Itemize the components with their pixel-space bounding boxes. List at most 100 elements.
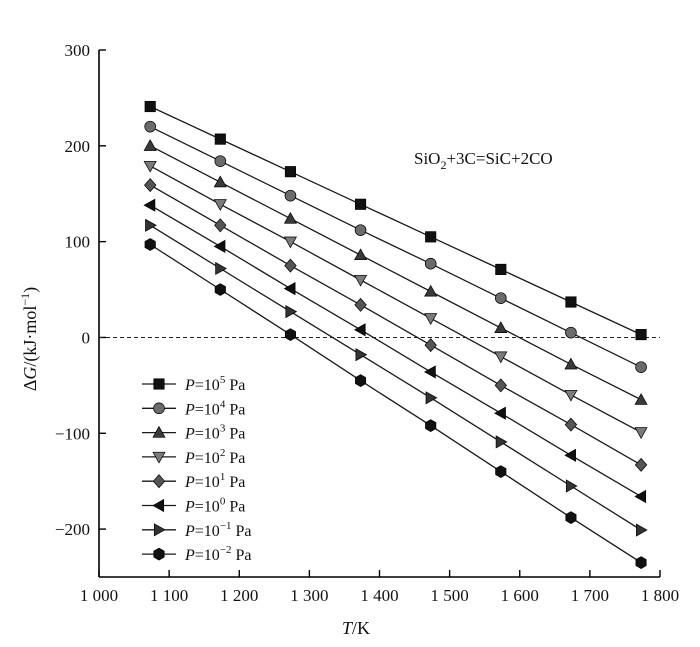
data-point xyxy=(285,304,298,319)
legend-label: P=103 Pa xyxy=(184,423,245,443)
data-point xyxy=(635,361,647,373)
legend: P=105 Pa P=104 Pa P=103 Pa P=102 Pa P=101 Pa… xyxy=(142,374,252,564)
series-layer xyxy=(143,100,648,570)
data-point xyxy=(213,239,226,253)
legend-marker xyxy=(152,425,166,438)
data-point xyxy=(353,323,366,337)
y-tick-label: 100 xyxy=(65,233,91,252)
annotation-part-1: SiO xyxy=(414,149,440,168)
series-4 xyxy=(143,160,648,440)
y-axis-symbol: G xyxy=(20,367,40,380)
data-point xyxy=(284,328,296,342)
data-point xyxy=(143,160,157,173)
data-point xyxy=(424,284,438,297)
data-point xyxy=(425,419,437,433)
data-point xyxy=(565,326,577,339)
data-point xyxy=(283,281,296,296)
legend-marker xyxy=(153,378,165,390)
data-point xyxy=(564,389,578,402)
data-point xyxy=(215,261,228,275)
data-point xyxy=(354,297,367,312)
legend-label: P=104 Pa xyxy=(184,398,245,418)
legend-marker xyxy=(153,523,166,537)
legend-marker xyxy=(153,402,165,415)
series-line xyxy=(149,204,642,498)
legend-label: P=102 Pa xyxy=(184,447,245,467)
series-line xyxy=(149,184,642,466)
legend-item: P=100 Pa xyxy=(142,496,245,516)
y-axis-prefix: Δ xyxy=(20,380,40,392)
legend-item: P=10−1 Pa xyxy=(142,520,252,540)
data-point xyxy=(424,257,437,270)
legend-marker xyxy=(152,451,166,464)
data-point xyxy=(214,155,227,167)
data-point xyxy=(213,199,227,211)
legend-marker xyxy=(152,498,165,513)
legend-label: P=10−1 Pa xyxy=(184,520,252,540)
data-point xyxy=(635,556,647,570)
data-point xyxy=(495,435,508,449)
series-2 xyxy=(144,120,647,373)
legend-item: P=102 Pa xyxy=(142,447,245,467)
data-point xyxy=(424,338,437,353)
data-point xyxy=(283,236,298,249)
data-point xyxy=(143,139,157,151)
y-tick-label: 200 xyxy=(65,137,91,156)
data-point xyxy=(425,391,438,405)
series-3 xyxy=(143,139,648,405)
data-point xyxy=(144,100,156,113)
series-line xyxy=(149,145,642,401)
data-point xyxy=(353,274,368,287)
legend-marker xyxy=(152,474,166,489)
y-axis-unit-close: ) xyxy=(20,287,41,293)
data-point xyxy=(214,218,227,233)
y-tick-label: −100 xyxy=(55,424,90,443)
data-point xyxy=(284,258,297,273)
data-point xyxy=(284,166,296,178)
x-tick-label: 1 100 xyxy=(150,586,188,605)
x-axis-symbol: T xyxy=(342,618,354,638)
data-point xyxy=(634,489,647,504)
data-point xyxy=(214,133,226,145)
y-axis-label: ΔG/(kJ·mol−1) xyxy=(18,287,41,391)
x-tick-label: 1 700 xyxy=(571,586,609,605)
legend-label: P=100 Pa xyxy=(184,496,245,516)
data-point xyxy=(564,417,578,432)
data-point xyxy=(355,198,367,210)
data-point xyxy=(636,523,648,537)
data-point xyxy=(144,120,157,133)
data-point xyxy=(283,211,298,224)
legend-item: P=101 Pa xyxy=(142,471,245,491)
series-5 xyxy=(144,178,648,472)
data-point xyxy=(143,198,156,212)
data-point xyxy=(214,283,226,296)
data-point xyxy=(494,351,508,364)
data-point xyxy=(635,329,647,341)
data-point xyxy=(634,393,648,405)
axes: −200 −100 0 100 200 300 1 000 1 100 1 200 1 300 1 … xyxy=(55,41,679,605)
series-1 xyxy=(144,100,647,341)
data-point xyxy=(145,218,157,232)
series-8 xyxy=(144,238,647,570)
data-point xyxy=(355,348,368,362)
data-point xyxy=(494,406,506,420)
data-point xyxy=(634,427,648,440)
x-tick-label: 1 200 xyxy=(220,586,258,605)
data-point xyxy=(565,296,577,308)
data-point xyxy=(144,238,156,251)
series-7 xyxy=(145,218,648,537)
legend-label: P=105 Pa xyxy=(184,374,245,394)
data-point xyxy=(565,479,578,493)
data-point xyxy=(634,457,648,472)
annotation-subscript: 2 xyxy=(440,158,446,172)
legend-label: P=101 Pa xyxy=(184,471,245,491)
y-tick-label: 300 xyxy=(65,41,91,60)
x-tick-label: 1 600 xyxy=(501,586,539,605)
data-point xyxy=(495,292,507,304)
x-tick-label: 1 000 xyxy=(80,586,118,605)
data-point xyxy=(355,374,367,388)
data-point xyxy=(424,313,438,326)
y-axis-unit-exp: −1 xyxy=(18,293,32,306)
x-tick-label: 1 500 xyxy=(431,586,469,605)
x-tick-label: 1 400 xyxy=(360,586,398,605)
